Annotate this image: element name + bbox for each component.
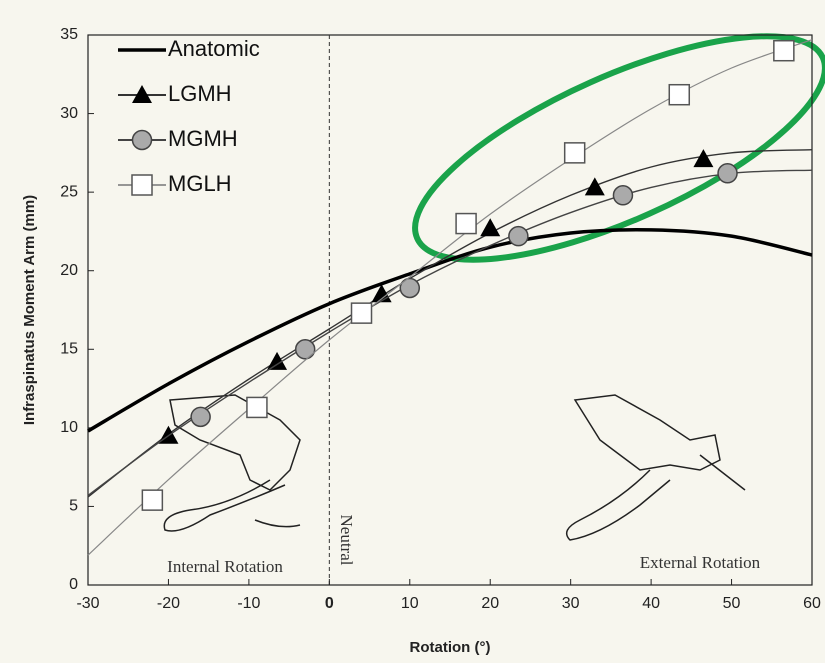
annotation: Neutral — [337, 515, 356, 566]
legend-label: LGMH — [168, 81, 232, 106]
y-tick-label: 10 — [60, 419, 78, 436]
y-tick-label: 35 — [60, 26, 78, 43]
x-tick-label: -30 — [76, 595, 99, 612]
legend-label: Anatomic — [168, 36, 260, 61]
x-tick-label: 10 — [401, 595, 419, 612]
data-point — [693, 149, 714, 168]
x-tick-label: 30 — [562, 595, 580, 612]
annotation: Internal Rotation — [167, 557, 283, 576]
data-point — [773, 39, 795, 62]
legend-marker — [131, 174, 153, 196]
y-tick-label: 0 — [69, 576, 78, 593]
y-tick-label: 5 — [69, 498, 78, 515]
fit-curve — [87, 169, 813, 496]
x-tick-label: -20 — [157, 595, 180, 612]
data-point — [294, 339, 316, 360]
plot-frame — [87, 34, 813, 586]
x-tick-label: 0 — [325, 595, 334, 612]
data-point — [399, 277, 421, 299]
data-point — [612, 185, 634, 206]
x-tick-label: 50 — [723, 595, 741, 612]
data-point — [480, 218, 501, 237]
legend-label: MGLH — [168, 171, 232, 196]
data-point — [246, 396, 268, 419]
legend-marker — [131, 129, 153, 151]
data-point — [350, 302, 373, 324]
x-tick-label: 40 — [642, 595, 660, 612]
data-point — [141, 489, 164, 511]
x-tick-label: -10 — [237, 595, 260, 612]
x-tick-label: 60 — [803, 595, 821, 612]
annotation: External Rotation — [640, 553, 761, 572]
legend-marker — [132, 85, 152, 103]
y-tick-label: 15 — [60, 341, 78, 358]
data-point — [563, 142, 586, 164]
fit-curve — [87, 227, 813, 433]
data-point — [584, 177, 605, 196]
y-axis-label: Infraspinatus Moment Arm (mm) — [21, 195, 38, 425]
data-point — [717, 163, 738, 184]
y-tick-label: 30 — [60, 105, 78, 122]
x-tick-label: 20 — [481, 595, 499, 612]
fit-curve — [87, 39, 813, 556]
data-point — [267, 351, 288, 370]
data-point — [190, 406, 211, 428]
scapula-sketches — [163, 394, 746, 541]
data-point — [508, 225, 529, 247]
y-tick-label: 20 — [60, 262, 78, 279]
y-tick-label: 25 — [60, 183, 78, 200]
data-point — [668, 83, 691, 106]
legend-label: MGMH — [168, 126, 238, 151]
fit-curve — [87, 149, 813, 498]
x-axis-label: Rotation (°) — [410, 639, 491, 656]
data-point — [455, 212, 477, 235]
highlight-ellipse — [412, 33, 825, 263]
